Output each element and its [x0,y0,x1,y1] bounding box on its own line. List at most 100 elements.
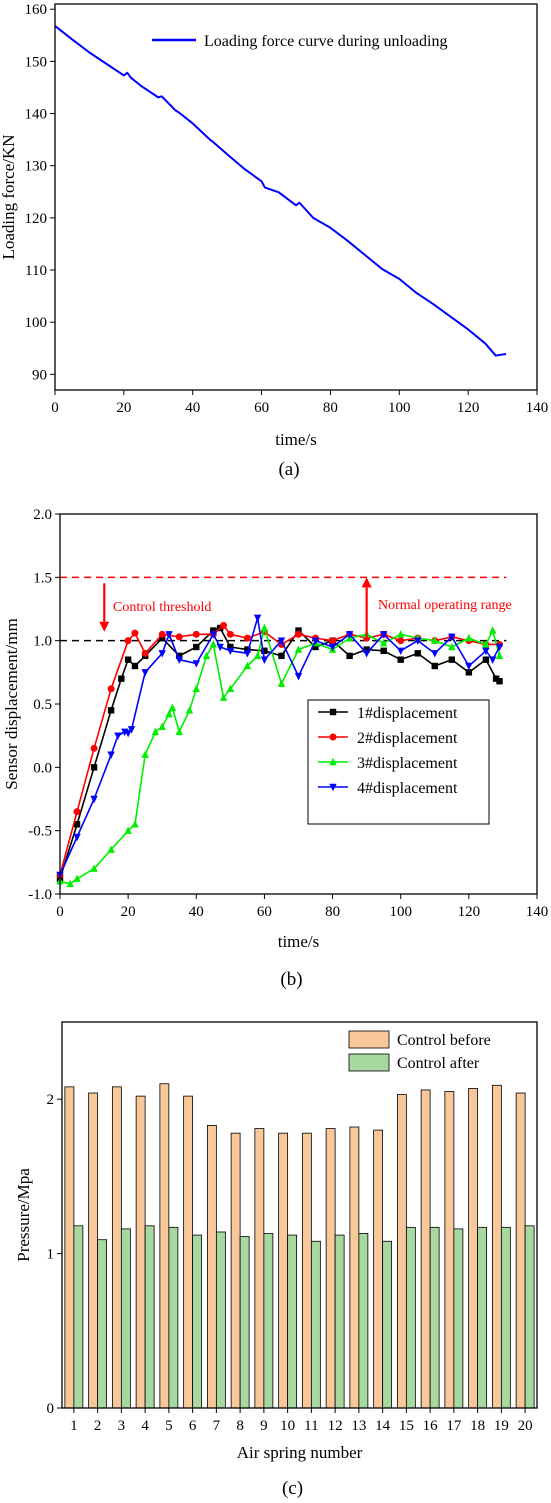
annotation-control-threshold: Control threshold [113,600,211,615]
data-point [118,675,125,682]
data-point [345,631,354,639]
y-axis-label: Sensor displacement/mm [2,618,21,789]
data-point [127,726,136,734]
data-point [209,631,218,639]
data-point [73,874,81,882]
data-point [90,795,98,804]
y-tick-label: 120 [25,211,48,227]
x-tick-label: 2 [94,1418,102,1434]
x-tick-label: 12 [328,1418,343,1434]
bar-before [468,1087,479,1409]
data-point [175,656,183,664]
x-tick-label: 5 [165,1418,173,1434]
legend-label-1: Control before [397,1032,491,1049]
data-point [261,647,268,654]
data-point [73,821,81,828]
data-point [312,643,319,651]
annotation-arrow-head [361,577,372,588]
data-point [141,669,149,677]
data-point [465,669,473,676]
x-tick-label: 15 [399,1418,414,1434]
data-point [362,650,371,658]
bar-before [278,1132,289,1409]
data-point [277,679,286,687]
data-point [176,652,183,660]
data-point [124,826,132,834]
data-point [151,727,160,736]
data-point [124,656,132,663]
bar-before [254,1128,265,1409]
bar-after [334,1234,345,1409]
y-tick-label: 130 [25,159,48,175]
data-point [131,820,139,828]
data-point [131,662,139,670]
data-point [158,650,166,658]
data-point [107,751,115,759]
x-tick-label: 20 [121,904,136,920]
data-point [397,656,404,663]
data-point [90,744,98,752]
data-point [448,656,456,663]
data-point [346,652,353,660]
legend-label-2: Control after [397,1055,480,1072]
x-tick-label: 17 [446,1418,462,1434]
x-tick-label: 7 [213,1418,221,1434]
data-point [158,630,166,638]
data-point [66,879,74,888]
data-point [192,660,200,668]
x-tick-label: 18 [470,1418,485,1434]
y-tick-label: 0.0 [33,760,52,776]
data-point [226,630,234,638]
plot-frame [54,3,538,391]
panel-caption: (b) [280,969,302,990]
data-point [329,757,337,766]
data-point [90,764,98,771]
data-point [192,684,200,692]
data-point [448,633,456,642]
data-point [294,645,303,653]
x-tick-label: 6 [189,1418,197,1434]
bar-before [444,1091,455,1409]
data-point [107,685,115,693]
data-point [107,845,115,853]
bar-after [120,1228,131,1409]
data-point [431,650,439,658]
panel-caption: (a) [278,459,299,480]
x-tick-label: 9 [260,1418,268,1434]
data-point [253,651,262,660]
x-tick-label: 120 [457,400,480,416]
data-point [379,631,388,639]
data-point [295,627,302,634]
legend-label-4: 4#displacement [357,780,458,797]
bar-before [64,1086,75,1409]
bar-after [453,1228,464,1409]
data-point [73,808,81,816]
plot-frame [61,1021,538,1409]
data-point [131,629,139,637]
x-tick-label: 40 [189,904,204,920]
y-tick-label: 1 [47,1247,55,1263]
data-point [414,637,422,645]
data-point [175,727,183,736]
chart-a: 0 20 40 60 80 100 120 140 90 100 110 120 130 140 150 16… [0,2,548,480]
bar-after [168,1226,179,1409]
bar-before [206,1125,217,1409]
data-point [311,637,320,645]
y-axis-label: Loading force/KN [0,134,18,259]
legend-swatch-1 [348,1030,390,1049]
data-point [244,646,251,653]
y-tick-label: -1.0 [28,887,52,903]
data-point [114,732,122,740]
data-point [226,684,235,692]
x-tick-label: 10 [280,1418,295,1434]
data-point [431,662,438,670]
panel-caption: (c) [282,1478,303,1499]
x-axis-label: time/s [278,932,320,951]
x-tick-label: 60 [257,904,272,920]
data-point [496,678,503,685]
data-point [482,647,490,655]
x-tick-label: 3 [118,1418,126,1434]
bar-after [429,1226,440,1409]
x-axis-label: Air spring number [237,1443,363,1462]
data-point [193,643,200,651]
